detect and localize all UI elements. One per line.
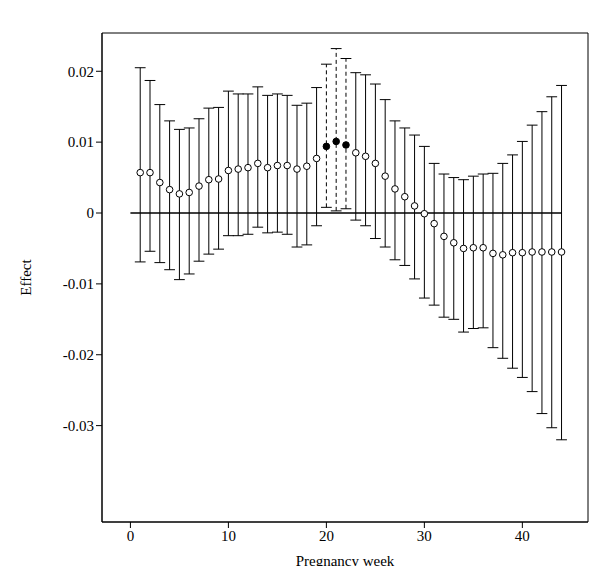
svg-text:Effect: Effect xyxy=(18,258,34,295)
svg-text:-0.03: -0.03 xyxy=(63,418,94,434)
svg-text:Pregnancy week: Pregnancy week xyxy=(296,553,395,566)
svg-text:-0.01: -0.01 xyxy=(63,276,94,292)
svg-text:0: 0 xyxy=(127,528,135,544)
svg-text:0.01: 0.01 xyxy=(68,134,94,150)
svg-text:40: 40 xyxy=(515,528,530,544)
svg-text:0: 0 xyxy=(87,205,95,221)
svg-text:-0.02: -0.02 xyxy=(63,347,94,363)
svg-text:10: 10 xyxy=(221,528,236,544)
svg-text:20: 20 xyxy=(319,528,334,544)
svg-text:30: 30 xyxy=(417,528,432,544)
svg-text:0.02: 0.02 xyxy=(68,64,94,80)
